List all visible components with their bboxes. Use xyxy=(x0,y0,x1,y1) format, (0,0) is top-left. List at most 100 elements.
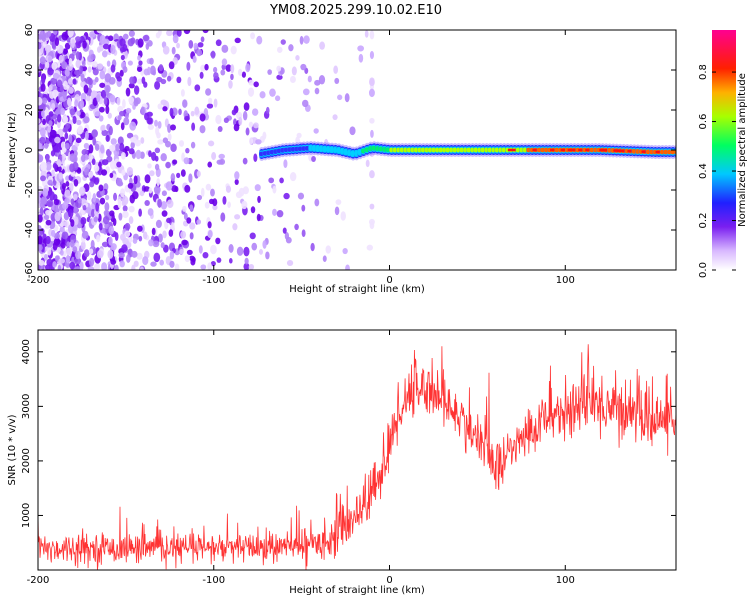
noise-speckle xyxy=(76,126,84,135)
noise-speckle xyxy=(288,44,294,52)
noise-speckle xyxy=(47,67,54,76)
noise-speckle xyxy=(174,186,179,193)
noise-speckle xyxy=(200,36,205,43)
noise-speckle xyxy=(109,172,114,179)
noise-speckle xyxy=(157,233,163,243)
noise-speckle xyxy=(96,94,101,103)
noise-speckle xyxy=(121,169,126,176)
noise-speckle xyxy=(369,117,375,124)
noise-speckle xyxy=(45,61,50,69)
noise-speckle xyxy=(63,221,68,227)
noise-speckle xyxy=(65,247,73,256)
noise-speckle xyxy=(314,198,320,207)
noise-speckle xyxy=(69,239,75,248)
noise-speckle xyxy=(196,49,203,57)
noise-speckle xyxy=(119,260,125,268)
noise-speckle xyxy=(43,254,48,261)
noise-speckle xyxy=(258,249,264,255)
noise-speckle xyxy=(254,184,261,192)
noise-speckle xyxy=(148,239,154,247)
noise-speckle xyxy=(88,171,94,178)
noise-speckle xyxy=(84,130,89,141)
x-tick-label: -100 xyxy=(202,275,225,286)
noise-speckle xyxy=(136,252,143,260)
noise-speckle xyxy=(83,116,90,124)
noise-speckle xyxy=(125,87,131,97)
noise-speckle xyxy=(265,251,270,260)
spectrogram-noise-layer xyxy=(38,30,375,270)
noise-speckle xyxy=(190,141,196,149)
noise-speckle xyxy=(45,209,51,216)
noise-speckle xyxy=(238,116,243,126)
noise-speckle xyxy=(221,44,229,53)
noise-speckle xyxy=(79,261,84,270)
noise-speckle xyxy=(165,161,171,169)
noise-speckle xyxy=(109,94,116,103)
noise-speckle xyxy=(38,42,42,50)
noise-speckle xyxy=(164,140,171,148)
noise-speckle xyxy=(276,46,283,53)
noise-speckle xyxy=(297,192,305,200)
noise-speckle xyxy=(311,155,316,163)
spectrogram-y-label: Frequency (Hz) xyxy=(7,112,18,188)
noise-speckle xyxy=(61,201,69,210)
noise-speckle xyxy=(122,205,128,212)
noise-speckle xyxy=(213,98,218,108)
noise-speckle xyxy=(39,136,46,144)
noise-speckle xyxy=(55,143,61,153)
noise-speckle xyxy=(143,186,150,192)
noise-speckle xyxy=(94,76,99,83)
noise-speckle xyxy=(84,167,90,176)
noise-speckle xyxy=(211,152,217,161)
noise-speckle xyxy=(117,115,122,121)
noise-speckle xyxy=(44,142,49,149)
y-tick-label: 20 xyxy=(24,104,35,117)
noise-speckle xyxy=(227,201,231,208)
noise-speckle xyxy=(122,66,128,73)
noise-speckle xyxy=(88,153,93,162)
noise-speckle xyxy=(66,97,72,107)
colorbar-tick-label: 0.6 xyxy=(698,114,709,130)
noise-speckle xyxy=(180,89,185,97)
noise-speckle xyxy=(56,159,62,167)
noise-speckle xyxy=(40,161,47,172)
noise-speckle xyxy=(274,95,281,102)
noise-speckle xyxy=(96,46,102,53)
noise-speckle xyxy=(63,91,67,101)
noise-speckle xyxy=(196,170,201,178)
noise-speckle xyxy=(60,241,66,249)
noise-speckle xyxy=(262,131,267,140)
noise-speckle xyxy=(123,117,130,126)
noise-speckle xyxy=(186,217,192,224)
noise-speckle xyxy=(365,159,370,168)
snr-y-axis: 1000 2000 3000 4000 xyxy=(21,339,676,528)
noise-speckle xyxy=(242,110,248,121)
colorbar-gradient xyxy=(712,30,736,270)
noise-speckle xyxy=(249,137,254,145)
noise-speckle xyxy=(52,89,59,98)
noise-speckle xyxy=(61,61,68,70)
noise-speckle xyxy=(110,138,117,146)
noise-speckle xyxy=(67,64,73,71)
noise-speckle xyxy=(180,169,186,177)
noise-speckle xyxy=(88,257,95,267)
noise-speckle xyxy=(53,237,61,246)
noise-speckle xyxy=(179,140,185,147)
noise-speckle xyxy=(349,126,356,136)
noise-speckle xyxy=(135,149,142,160)
noise-speckle xyxy=(176,30,182,37)
noise-speckle xyxy=(186,249,193,256)
noise-speckle xyxy=(70,198,75,205)
noise-speckle xyxy=(310,242,315,252)
noise-speckle xyxy=(98,184,104,192)
noise-speckle xyxy=(167,133,172,141)
noise-speckle xyxy=(62,115,69,124)
noise-speckle xyxy=(50,77,57,85)
noise-speckle xyxy=(92,136,96,146)
noise-speckle xyxy=(117,198,122,209)
spectrogram-x-label: Height of straight line (km) xyxy=(289,284,425,295)
noise-speckle xyxy=(280,39,286,45)
noise-speckle xyxy=(289,75,296,84)
noise-speckle xyxy=(169,260,175,268)
noise-speckle xyxy=(87,66,92,73)
